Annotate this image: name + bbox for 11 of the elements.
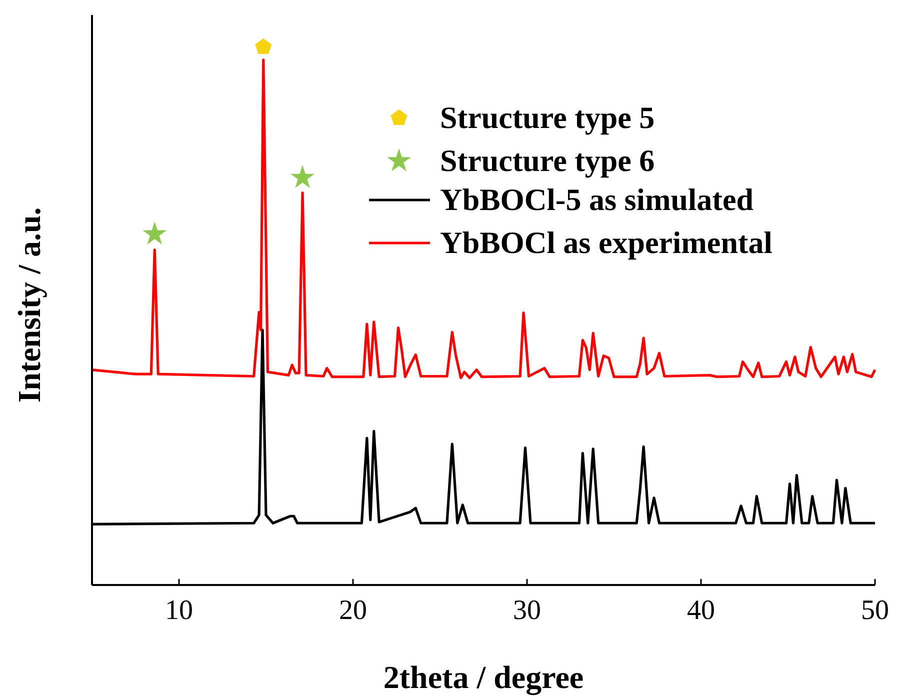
legend-label: YbBOCl-5 as simulated bbox=[440, 182, 754, 217]
legend-label: Structure type 5 bbox=[440, 100, 655, 135]
x-tick-label: 50 bbox=[861, 595, 889, 626]
x-tick-label: 20 bbox=[339, 595, 367, 626]
x-axis-title: 2theta / degree bbox=[383, 659, 584, 696]
legend-label: YbBOCl as experimental bbox=[440, 225, 773, 260]
y-axis-title: Intensity / a.u. bbox=[11, 207, 47, 403]
x-tick-label: 10 bbox=[165, 595, 193, 626]
x-tick-label: 30 bbox=[513, 595, 541, 626]
legend-label: Structure type 6 bbox=[440, 143, 655, 178]
x-tick-label: 40 bbox=[687, 595, 715, 626]
